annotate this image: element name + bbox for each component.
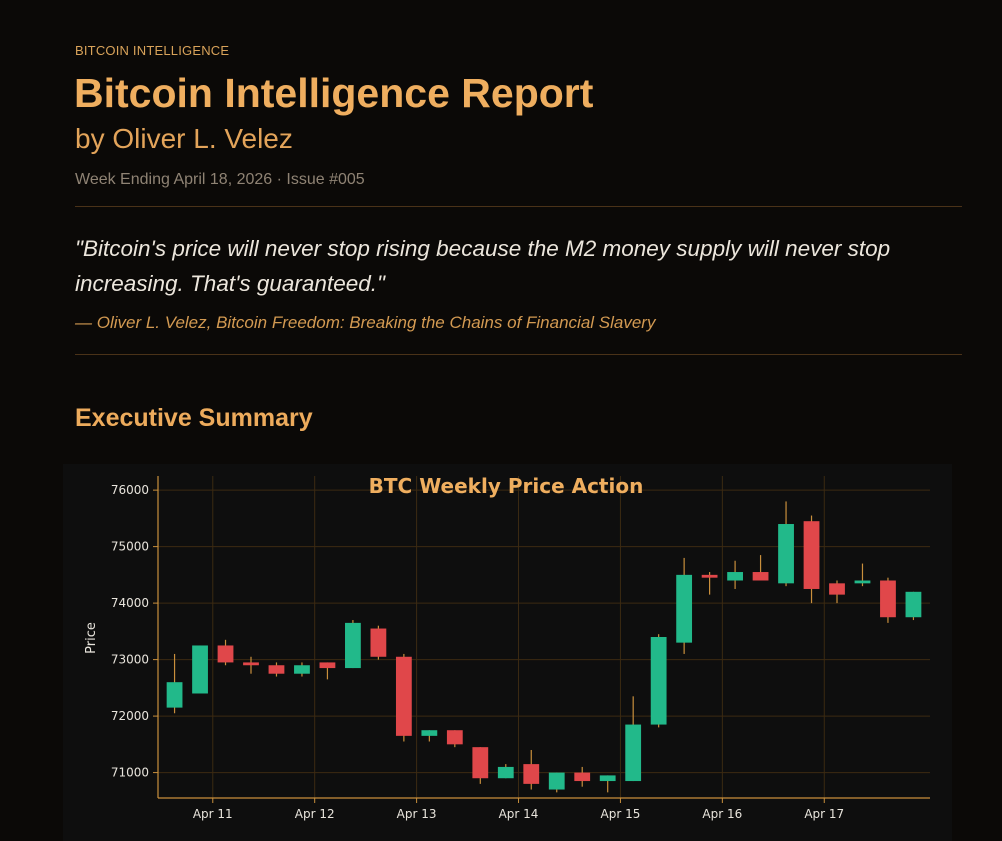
y-tick-label: 71000 (111, 766, 149, 780)
x-tick-label: Apr 11 (193, 807, 233, 821)
candle-body-down (880, 580, 896, 618)
divider-bottom (75, 354, 962, 355)
report-author: by Oliver L. Velez (75, 123, 293, 154)
issue-line: Week Ending April 18, 2026 · Issue #005 (75, 171, 365, 188)
candle-body-up (778, 524, 794, 584)
divider-top (75, 206, 962, 207)
chart-axes: 71000 72000 73000 74000 75000 76000 Apr 11 Apr … (111, 476, 930, 821)
candle-body-up (676, 574, 693, 643)
candle-body-up (854, 580, 871, 584)
candle-body-up (497, 766, 514, 779)
x-tick-label: Apr 13 (397, 807, 437, 821)
candle-body-up (345, 622, 361, 669)
candle-body-up (905, 591, 922, 618)
candle-body-down (701, 574, 718, 578)
pull-quote: "Bitcoin's price will never stop rising … (75, 236, 891, 296)
candle-body-down (574, 772, 591, 782)
y-tick-label: 74000 (111, 596, 149, 610)
candle-body-up (548, 772, 565, 790)
y-tick-label: 72000 (111, 709, 149, 723)
x-tick-label: Apr 17 (804, 807, 844, 821)
quote-attribution: — Oliver L. Velez, Bitcoin Freedom: Brea… (75, 313, 656, 332)
candle-body-up (421, 730, 438, 736)
candle-body-down (829, 583, 845, 595)
chart-title: BTC Weekly Price Action (369, 474, 644, 498)
candle-body-down (319, 662, 336, 669)
candle-body-up (192, 645, 208, 694)
candle-body-down (217, 645, 234, 663)
candle-body-up (727, 572, 743, 581)
section-heading: Executive Summary (75, 404, 313, 432)
x-tick-label: Apr 14 (499, 807, 539, 821)
y-tick-label: 75000 (111, 540, 149, 554)
candle-body-up (650, 637, 667, 725)
x-tick-label: Apr 16 (702, 807, 742, 821)
chart-grid (158, 476, 930, 798)
candle-body-down (472, 747, 489, 779)
candlestick-chart-svg: 71000 72000 73000 74000 75000 76000 Apr 11 Apr … (84, 474, 930, 821)
candle-body-down (803, 521, 820, 589)
price-chart: 71000 72000 73000 74000 75000 76000 Apr 11 Apr … (63, 464, 952, 841)
candle-body-down (395, 656, 412, 736)
candle-body-down (268, 665, 285, 674)
y-tick-label: 73000 (111, 653, 149, 667)
chart-candles (166, 501, 922, 793)
candle-body-down (370, 628, 387, 657)
candle-body-up (599, 775, 616, 782)
y-tick-label: 76000 (111, 483, 149, 497)
x-tick-label: Apr 15 (601, 807, 641, 821)
candle-body-up (294, 665, 310, 674)
candle-body-down (523, 764, 540, 784)
candle-body-down (243, 662, 259, 666)
report-title: Bitcoin Intelligence Report (74, 70, 594, 116)
y-axis-label: Price (84, 622, 99, 654)
x-tick-label: Apr 12 (295, 807, 335, 821)
candle-body-up (625, 724, 642, 782)
candle-body-down (752, 572, 769, 581)
candle-body-down (446, 730, 463, 745)
report-kicker: BITCOIN INTELLIGENCE (75, 43, 230, 58)
candle-body-up (166, 682, 183, 708)
